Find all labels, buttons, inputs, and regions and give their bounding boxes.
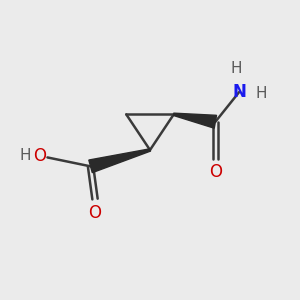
Text: O: O (33, 147, 46, 165)
Polygon shape (174, 113, 217, 128)
Text: H: H (230, 61, 242, 76)
Text: N: N (232, 83, 246, 101)
Polygon shape (89, 149, 150, 173)
Text: O: O (88, 203, 101, 221)
Text: O: O (209, 164, 222, 181)
Text: H: H (256, 86, 267, 101)
Text: H: H (20, 148, 31, 164)
